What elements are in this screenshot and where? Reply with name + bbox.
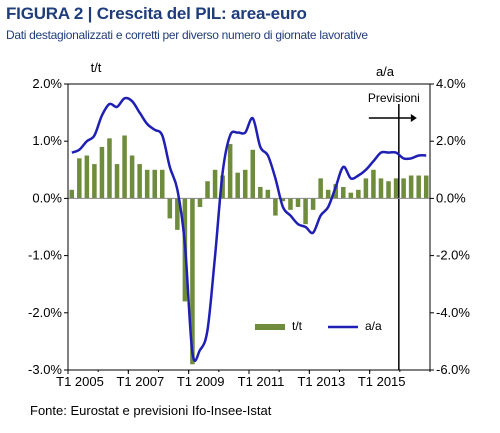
chart-subtitle: Dati destagionalizzati e corretti per di… bbox=[6, 28, 368, 42]
bar-tt bbox=[258, 186, 263, 199]
right-axis-label: a/a bbox=[376, 64, 395, 79]
series-line-aa bbox=[71, 96, 427, 362]
bar-tt bbox=[401, 178, 406, 199]
bar-tt bbox=[122, 135, 127, 199]
bar-tt bbox=[423, 175, 429, 199]
forecast-arrow-icon bbox=[368, 114, 417, 122]
bar-tt bbox=[288, 198, 293, 210]
bar-tt bbox=[212, 169, 218, 199]
bar-tt bbox=[197, 198, 203, 207]
bar-tt bbox=[190, 198, 195, 365]
right-tick-label: 2.0% bbox=[436, 133, 466, 148]
bar-tt bbox=[386, 181, 391, 199]
arrow-head bbox=[410, 114, 417, 122]
source-note: Fonte: Eurostat e previsioni Ifo-Insee-I… bbox=[30, 403, 272, 418]
bar-tt bbox=[393, 178, 399, 199]
bar-tt bbox=[69, 189, 75, 199]
bar-tt bbox=[220, 175, 225, 199]
bar-tt bbox=[137, 164, 142, 199]
bar-tt bbox=[295, 198, 301, 207]
bar-tt bbox=[84, 155, 90, 199]
legend-bar-swatch bbox=[255, 324, 285, 330]
bar-tt bbox=[265, 189, 271, 199]
right-tick-label: 0.0% bbox=[436, 190, 466, 205]
x-tick-label: T1 2009 bbox=[177, 374, 225, 389]
bar-tt bbox=[341, 186, 346, 199]
bar-tt bbox=[310, 198, 316, 210]
bar-tt bbox=[99, 146, 105, 199]
bar-tt bbox=[152, 169, 157, 199]
left-tick-label: -1.0% bbox=[28, 248, 62, 263]
legend: t/t a/a bbox=[255, 319, 382, 333]
bar-tt bbox=[77, 158, 82, 199]
left-axis-label: t/t bbox=[91, 60, 102, 75]
bar-tt bbox=[273, 198, 278, 216]
x-tick-label: T1 2005 bbox=[56, 374, 104, 389]
bar-tt bbox=[167, 198, 173, 219]
left-tick-label: 2.0% bbox=[32, 76, 62, 91]
bar-tt bbox=[205, 181, 210, 199]
forecast-label: Previsioni bbox=[368, 91, 420, 105]
right-tick-label: -4.0% bbox=[436, 305, 470, 320]
bar-tt bbox=[129, 155, 135, 199]
bar-tt bbox=[408, 175, 414, 199]
legend-bar-label: t/t bbox=[292, 319, 303, 333]
bar-tt bbox=[160, 169, 165, 199]
bar-tt bbox=[92, 164, 97, 199]
bar-tt bbox=[333, 184, 338, 199]
left-tick-label: -3.0% bbox=[28, 362, 62, 377]
x-tick-label: T1 2013 bbox=[297, 374, 345, 389]
x-tick-label: T1 2011 bbox=[238, 374, 285, 389]
left-tick-label: 1.0% bbox=[32, 133, 62, 148]
bar-tt bbox=[348, 192, 354, 199]
bar-tt bbox=[356, 189, 361, 199]
bar-tt bbox=[242, 169, 248, 199]
legend-line-label: a/a bbox=[365, 319, 382, 333]
left-tick-label: -2.0% bbox=[28, 305, 62, 320]
bar-tt bbox=[318, 178, 323, 199]
right-tick-label: -2.0% bbox=[436, 248, 470, 263]
right-tick-label: 4.0% bbox=[436, 76, 466, 91]
bar-tt bbox=[416, 175, 421, 199]
x-tick-label: T1 2007 bbox=[116, 374, 164, 389]
bar-tt bbox=[378, 178, 384, 199]
left-tick-label: 0.0% bbox=[32, 190, 62, 205]
bar-tt bbox=[144, 169, 150, 199]
bar-tt bbox=[303, 198, 308, 225]
bar-tt bbox=[280, 198, 286, 202]
bar-tt bbox=[325, 189, 331, 199]
bar-tt bbox=[371, 169, 376, 199]
bar-tt bbox=[107, 138, 112, 199]
bar-tt bbox=[227, 144, 233, 199]
bar-tt bbox=[250, 149, 256, 199]
right-tick-label: -6.0% bbox=[436, 362, 470, 377]
bar-tt bbox=[114, 164, 120, 199]
bar-tt bbox=[363, 178, 369, 199]
bar-tt bbox=[175, 198, 180, 230]
chart-title: FIGURA 2 | Crescita del PIL: area-euro bbox=[6, 4, 307, 23]
x-tick-label: T1 2015 bbox=[358, 374, 406, 389]
bar-tt bbox=[235, 172, 240, 199]
